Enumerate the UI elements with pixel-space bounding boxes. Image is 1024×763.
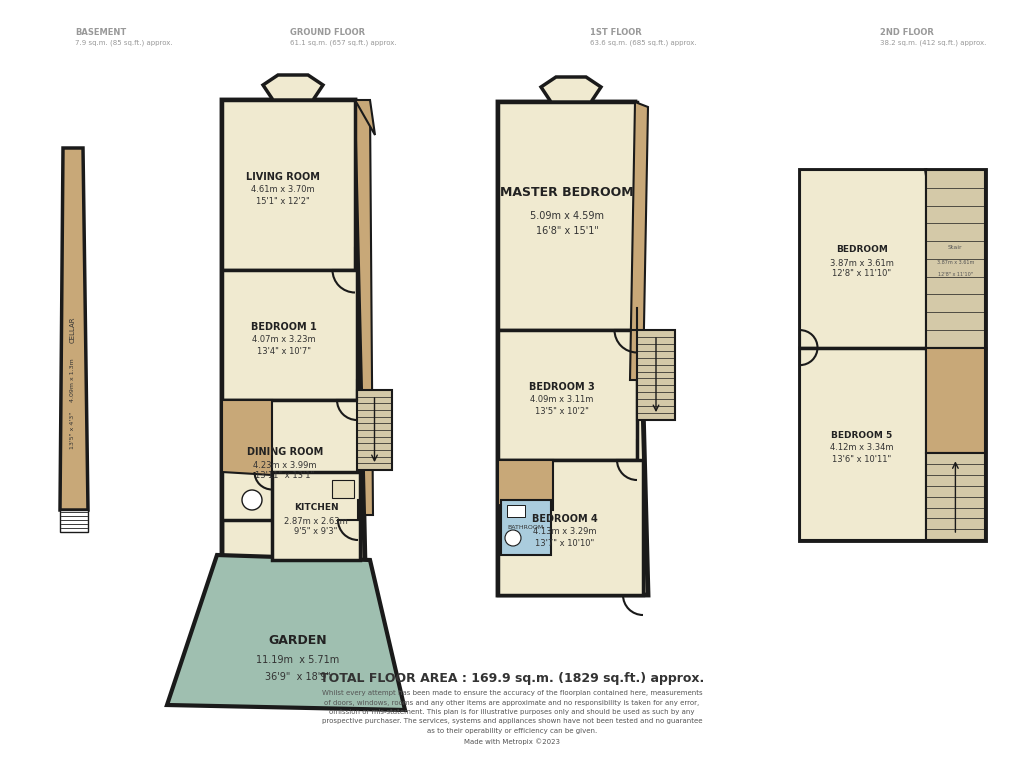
Text: 4.07m x 3.23m: 4.07m x 3.23m (252, 336, 315, 345)
Circle shape (505, 530, 521, 546)
Bar (498, 102, 637, 330)
Text: 61.1 sq.m. (657 sq.ft.) approx.: 61.1 sq.m. (657 sq.ft.) approx. (290, 40, 396, 47)
Text: 12'8" x 11'10": 12'8" x 11'10" (938, 272, 973, 277)
Text: 13'6" x 10'11": 13'6" x 10'11" (833, 455, 892, 463)
Text: GARDEN: GARDEN (268, 633, 328, 646)
Text: KITCHEN: KITCHEN (294, 504, 338, 513)
Text: 36'9"  x 18'9": 36'9" x 18'9" (265, 672, 331, 682)
Text: 63.6 sq.m. (685 sq.ft.) approx.: 63.6 sq.m. (685 sq.ft.) approx. (590, 40, 696, 47)
Text: CELLAR: CELLAR (70, 317, 76, 343)
Polygon shape (498, 460, 553, 510)
Text: 3.87m x 3.61m: 3.87m x 3.61m (830, 259, 894, 268)
Bar (926, 453, 985, 540)
Circle shape (242, 490, 262, 510)
Polygon shape (541, 77, 601, 102)
Bar (501, 500, 551, 555)
Text: DINING ROOM: DINING ROOM (247, 447, 324, 457)
Text: 15'1" x 12'2": 15'1" x 12'2" (256, 197, 310, 205)
Bar (222, 400, 358, 520)
Bar (272, 472, 360, 560)
Polygon shape (355, 100, 373, 515)
Bar (60, 510, 88, 532)
Text: TOTAL FLOOR AREA : 169.9 sq.m. (1829 sq.ft.) approx.: TOTAL FLOOR AREA : 169.9 sq.m. (1829 sq.… (319, 672, 705, 685)
Polygon shape (630, 102, 648, 380)
Text: 13'7" x 10'10": 13'7" x 10'10" (536, 539, 595, 548)
Text: 2ND FLOOR: 2ND FLOOR (880, 28, 934, 37)
Text: 9'5" x 9'3": 9'5" x 9'3" (294, 527, 338, 536)
Text: 4.61m x 3.70m: 4.61m x 3.70m (251, 185, 314, 195)
Bar (926, 348, 985, 453)
Polygon shape (167, 555, 406, 710)
Bar (498, 330, 637, 460)
Text: BEDROOM 1: BEDROOM 1 (251, 322, 316, 332)
Bar (357, 390, 392, 470)
Text: 11.19m  x 5.71m: 11.19m x 5.71m (256, 655, 340, 665)
Text: 1ST FLOOR: 1ST FLOOR (590, 28, 642, 37)
Bar (222, 100, 355, 270)
Text: 4.23m x 3.99m: 4.23m x 3.99m (253, 461, 316, 469)
Text: MASTER BEDROOM: MASTER BEDROOM (500, 186, 634, 199)
Text: 38.2 sq.m. (412 sq.ft.) approx.: 38.2 sq.m. (412 sq.ft.) approx. (880, 40, 986, 47)
Text: Stair: Stair (948, 245, 963, 250)
Text: 7.9 sq.m. (85 sq.ft.) approx.: 7.9 sq.m. (85 sq.ft.) approx. (75, 40, 173, 47)
Bar (800, 170, 985, 540)
Polygon shape (222, 400, 272, 475)
Polygon shape (60, 148, 88, 510)
Text: 4.13m x 3.29m: 4.13m x 3.29m (534, 527, 597, 536)
Text: BATHROOM: BATHROOM (508, 525, 544, 530)
Text: LIVING ROOM: LIVING ROOM (246, 172, 319, 182)
Text: 12'8" x 11'10": 12'8" x 11'10" (833, 269, 892, 278)
Bar (637, 330, 675, 420)
Polygon shape (222, 100, 365, 565)
Text: 5.09m x 4.59m: 5.09m x 4.59m (530, 211, 604, 221)
Text: 4.09m x 1.3m: 4.09m x 1.3m (71, 358, 76, 402)
Text: BEDROOM 4: BEDROOM 4 (532, 514, 598, 524)
Bar (800, 348, 926, 540)
Text: Whilst every attempt has been made to ensure the accuracy of the floorplan conta: Whilst every attempt has been made to en… (322, 690, 702, 745)
Bar (498, 460, 643, 595)
Text: 13'11" x 13'1": 13'11" x 13'1" (255, 472, 314, 481)
Text: BEDROOM 3: BEDROOM 3 (529, 382, 595, 392)
Bar (926, 170, 985, 348)
Text: 16'8" x 15'1": 16'8" x 15'1" (536, 226, 598, 236)
Polygon shape (498, 102, 648, 595)
Text: 13'5" x 4'3": 13'5" x 4'3" (71, 411, 76, 449)
Text: 4.12m x 3.34m: 4.12m x 3.34m (830, 443, 894, 452)
Text: 2.87m x 2.63m: 2.87m x 2.63m (284, 517, 348, 526)
Text: GROUND FLOOR: GROUND FLOOR (290, 28, 366, 37)
Text: 13'5" x 10'2": 13'5" x 10'2" (536, 407, 589, 416)
Bar (222, 270, 357, 400)
Text: 3.87m x 3.61m: 3.87m x 3.61m (937, 259, 974, 265)
Bar (332, 480, 354, 498)
Text: 13'4" x 10'7": 13'4" x 10'7" (257, 346, 311, 356)
Text: BASEMENT: BASEMENT (75, 28, 126, 37)
Polygon shape (263, 75, 323, 100)
Polygon shape (355, 100, 375, 135)
Bar (800, 170, 926, 348)
Text: 4.09m x 3.11m: 4.09m x 3.11m (530, 395, 594, 404)
Text: BEDROOM 5: BEDROOM 5 (831, 430, 893, 439)
Bar (507, 505, 525, 517)
Text: BEDROOM: BEDROOM (836, 246, 888, 255)
